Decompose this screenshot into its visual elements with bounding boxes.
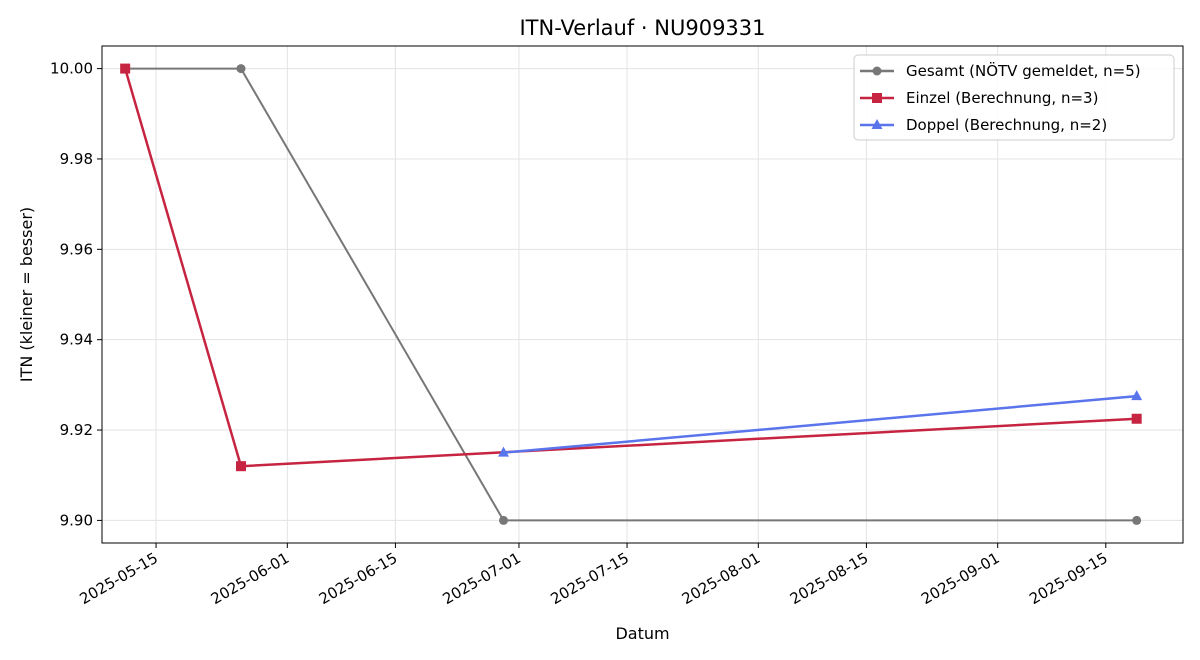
series-line bbox=[125, 67, 1137, 522]
x-tick-label: 2025-08-15 bbox=[787, 549, 872, 608]
data-point bbox=[1132, 515, 1142, 525]
x-tick-label: 2025-06-15 bbox=[316, 549, 401, 608]
y-tick-label: 9.90 bbox=[60, 511, 93, 529]
data-point bbox=[236, 64, 246, 74]
x-tick-label: 2025-08-01 bbox=[679, 549, 764, 608]
x-tick-label: 2025-06-01 bbox=[208, 549, 293, 608]
y-tick-label: 9.96 bbox=[60, 240, 93, 258]
y-tick-label: 9.94 bbox=[60, 331, 93, 349]
legend-label: Doppel (Berechnung, n=2) bbox=[906, 116, 1107, 134]
series-square bbox=[120, 63, 1142, 472]
series-layer bbox=[120, 63, 1143, 525]
legend-item: Doppel (Berechnung, n=2) bbox=[860, 116, 1107, 134]
y-tick-label: 9.92 bbox=[60, 421, 93, 439]
y-axis-label: ITN (kleiner = besser) bbox=[17, 207, 36, 382]
legend-item: Einzel (Berechnung, n=3) bbox=[860, 89, 1098, 107]
x-tick-label: 2025-05-15 bbox=[77, 549, 162, 608]
legend-box bbox=[853, 54, 1175, 141]
legend-label: Einzel (Berechnung, n=3) bbox=[906, 89, 1098, 107]
data-point bbox=[498, 446, 510, 457]
legend-item: Gesamt (NÖTV gemeldet, n=5) bbox=[860, 61, 1141, 80]
y-tick-label: 10.00 bbox=[50, 60, 93, 78]
y-tick-label: 9.98 bbox=[60, 150, 93, 168]
data-point bbox=[120, 63, 131, 74]
chart-title: ITN-Verlauf · NU909331 bbox=[519, 16, 765, 40]
x-tick-label: 2025-09-01 bbox=[918, 549, 1003, 608]
x-tick-label: 2025-09-15 bbox=[1026, 549, 1111, 608]
x-axis-label: Datum bbox=[615, 624, 669, 643]
series-line bbox=[503, 394, 1137, 454]
data-point bbox=[1131, 413, 1142, 424]
data-point bbox=[1131, 390, 1143, 401]
data-point bbox=[499, 515, 509, 525]
legend-label: Gesamt (NÖTV gemeldet, n=5) bbox=[906, 61, 1141, 80]
x-tick-label: 2025-07-01 bbox=[439, 549, 524, 608]
plot-frame bbox=[101, 45, 1184, 544]
legend-marker bbox=[871, 119, 883, 129]
legend: Gesamt (NÖTV gemeldet, n=5) Einzel (Berec… bbox=[853, 54, 1175, 141]
series-triangle bbox=[498, 390, 1143, 457]
data-point bbox=[235, 461, 246, 472]
grid bbox=[102, 46, 1183, 543]
legend-marker bbox=[872, 93, 882, 103]
legend-marker bbox=[872, 66, 882, 76]
x-tick-label: 2025-07-15 bbox=[548, 549, 633, 608]
ticks: 9.90 9.92 9.94 9.96 9.98 10.00 2025-05-15 2025-… bbox=[50, 60, 1111, 608]
